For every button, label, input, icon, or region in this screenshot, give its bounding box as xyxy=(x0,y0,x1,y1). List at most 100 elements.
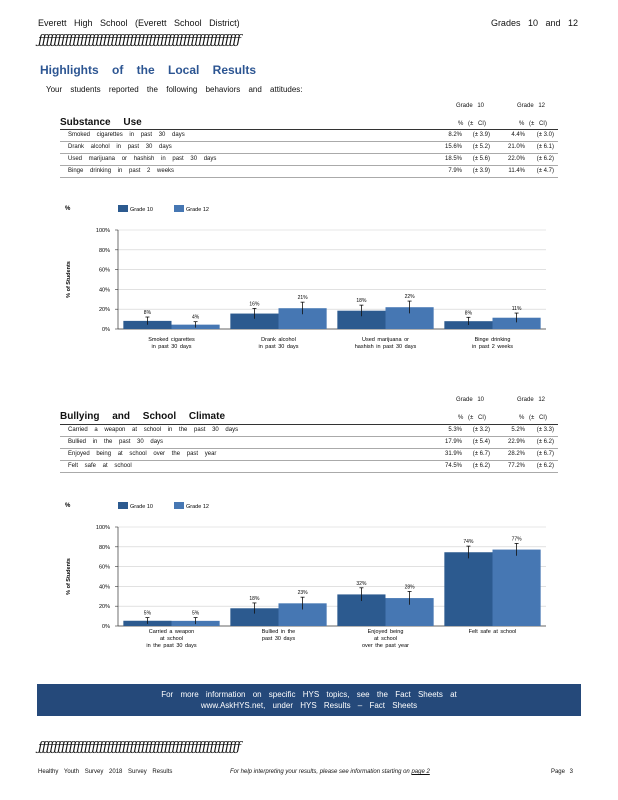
legend-label: Grade 10 xyxy=(130,207,153,213)
grade12-value: 21.0% xyxy=(507,144,525,150)
footer-help-prefix: For help interpreting your results, plea… xyxy=(230,769,412,775)
col-pct12: % (± CI) xyxy=(519,121,547,127)
data-label: 77% xyxy=(512,536,523,542)
grade12-ci: (± 6.2) xyxy=(536,439,554,445)
grade10-ci: (± 5.2) xyxy=(472,144,490,150)
grade10-ci: (± 5.4) xyxy=(472,439,490,445)
col-grade12-b: Grade 12 xyxy=(517,397,546,403)
grade10-ci: (± 6.7) xyxy=(472,451,490,457)
table-row: Binge drinking in past 2 weeks 7.9% (± 3.9… xyxy=(60,166,558,178)
legend-label: Grade 10 xyxy=(130,504,153,510)
row-label: Bullied in the past 30 days xyxy=(68,439,164,445)
page-number: Page 3 xyxy=(550,769,573,775)
banner-link[interactable]: www.AskHYS.net, under HYS Results – Fact… xyxy=(200,701,418,710)
y-tick-label: 0% xyxy=(102,624,110,630)
y-tick-label: 80% xyxy=(99,248,110,254)
data-label: 4% xyxy=(192,315,200,321)
col-grade12: Grade 12 xyxy=(517,103,546,109)
grade12-value: 5.2% xyxy=(511,427,525,433)
y-tick-label: 40% xyxy=(99,584,110,590)
bar xyxy=(385,307,434,329)
footer-help-text: For help interpreting your results, plea… xyxy=(230,769,430,775)
school-name: Everett High School (Everett School Dist… xyxy=(38,18,240,28)
bar xyxy=(278,308,327,329)
data-label: 5% xyxy=(192,611,200,617)
grade10-ci: (± 6.2) xyxy=(472,463,490,469)
grade12-value: 77.2% xyxy=(507,463,525,469)
row-label: Carried a weapon at school in the past 3… xyxy=(68,427,239,433)
substance-chart: Grade 10 Grade 12% 0% 20% 40% 60% 80% 100% % of … xyxy=(65,205,546,350)
grade10-value: 18.5% xyxy=(444,156,462,162)
grade12-value: 22.9% xyxy=(507,439,525,445)
grade10-ci: (± 3.9) xyxy=(472,168,490,174)
grade10-value: 17.9% xyxy=(444,439,462,445)
table-row: Enjoyed being at school over the past ye… xyxy=(60,449,558,461)
category-label: in past 30 days xyxy=(152,344,192,350)
legend-swatch xyxy=(174,205,184,212)
category-label: Enjoyed being xyxy=(368,629,404,635)
row-label: Felt safe at school xyxy=(68,463,132,469)
data-label: 8% xyxy=(465,310,473,316)
grade12-ci: (± 3.0) xyxy=(536,132,554,138)
substance-heading: Substance Use xyxy=(60,117,142,128)
table-row: Bullied in the past 30 days 17.9% (± 5.4) 2… xyxy=(60,437,558,449)
y-tick-label: 20% xyxy=(99,307,110,313)
data-label: 16% xyxy=(249,301,260,307)
category-label: Binge drinking xyxy=(475,337,511,343)
banner-line1: For more information on specific HYS top… xyxy=(161,690,457,699)
category-label: Used marijuana or xyxy=(362,337,409,343)
page-2-link[interactable]: page 2 xyxy=(411,769,430,775)
grade10-ci: (± 3.9) xyxy=(472,132,490,138)
grade10-value: 7.9% xyxy=(448,168,462,174)
category-label: in the past 30 days xyxy=(146,643,196,649)
substance-table: Smoked cigarettes in past 30 days 8.2% (± … xyxy=(60,129,558,178)
bar xyxy=(278,603,327,626)
bar xyxy=(337,310,386,329)
category-label: at school xyxy=(374,636,397,642)
row-label: Smoked cigarettes in past 30 days xyxy=(68,132,185,138)
data-label: 28% xyxy=(405,584,416,590)
category-label: Drank alcohol xyxy=(261,337,296,343)
category-label: Smoked cigarettes xyxy=(148,337,195,343)
grade10-ci: (± 5.6) xyxy=(472,156,490,162)
category-label: Bullied in the xyxy=(262,629,296,635)
y-tick-label: 60% xyxy=(99,268,110,274)
table-row: Felt safe at school 74.5% (± 6.2) 77.2% (± 6… xyxy=(60,461,558,473)
bar xyxy=(444,552,493,626)
col-pct10: % (± CI) xyxy=(458,121,486,127)
y-axis-label: % of Students xyxy=(66,261,72,298)
col-pct10-b: % (± CI) xyxy=(458,415,486,421)
data-label: 5% xyxy=(144,611,152,617)
data-label: 32% xyxy=(356,581,367,587)
data-label: 8% xyxy=(144,310,152,316)
footer-rule: ƒƒƒƒƒƒƒƒƒƒƒƒƒƒƒƒƒƒƒƒƒƒƒƒƒƒƒƒƒƒƒƒƒƒƒƒƒƒƒƒ… xyxy=(38,740,241,755)
col-pct12-b: % (± CI) xyxy=(519,415,547,421)
y-tick-label: 40% xyxy=(99,287,110,293)
category-label: past 30 days xyxy=(262,636,295,642)
y-axis-label: % of Students xyxy=(66,558,72,595)
row-label: Enjoyed being at school over the past ye… xyxy=(68,451,217,457)
table-row: Drank alcohol in past 30 days 15.6% (± 5.2… xyxy=(60,142,558,154)
bar xyxy=(230,313,279,329)
grade12-value: 28.2% xyxy=(507,451,525,457)
grade12-ci: (± 6.7) xyxy=(536,451,554,457)
category-label: in past 2 weeks xyxy=(472,344,513,350)
y-tick-label: 100% xyxy=(96,228,110,234)
grade10-value: 74.5% xyxy=(444,463,462,469)
col-grade10-b: Grade 10 xyxy=(456,397,485,403)
grade12-ci: (± 3.3) xyxy=(536,427,554,433)
data-label: 11% xyxy=(512,306,522,312)
bar xyxy=(444,321,493,329)
footer-survey-title: Healthy Youth Survey 2018 Survey Results xyxy=(38,769,173,775)
y-tick-label: 60% xyxy=(99,565,110,571)
grade10-value: 8.2% xyxy=(448,132,462,138)
bullying-table: Carried a weapon at school in the past 3… xyxy=(60,424,558,473)
category-label: in past 30 days xyxy=(259,344,299,350)
category-label: at school xyxy=(160,636,183,642)
fact-sheets-banner: For more information on specific HYS top… xyxy=(37,684,581,716)
grade12-ci: (± 6.1) xyxy=(536,144,554,150)
y-tick-label: 80% xyxy=(99,545,110,551)
grade12-ci: (± 6.2) xyxy=(536,156,554,162)
grade12-ci: (± 6.2) xyxy=(536,463,554,469)
grade12-value: 4.4% xyxy=(511,132,525,138)
